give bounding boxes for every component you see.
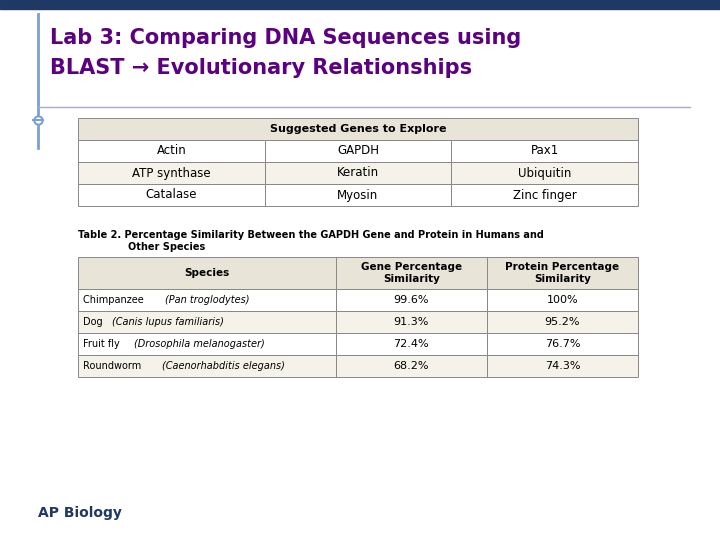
Text: BLAST → Evolutionary Relationships: BLAST → Evolutionary Relationships (50, 58, 472, 78)
Text: Roundworm: Roundworm (83, 361, 145, 371)
Text: 68.2%: 68.2% (393, 361, 429, 371)
Bar (487, 289, 638, 311)
Text: GAPDH: GAPDH (337, 145, 379, 158)
Bar (336, 333, 487, 355)
Text: (Canis lupus familiaris): (Canis lupus familiaris) (112, 317, 224, 327)
Text: Zinc finger: Zinc finger (513, 188, 577, 201)
Text: Fruit fly: Fruit fly (83, 339, 123, 349)
Bar (78, 311, 336, 333)
Text: 72.4%: 72.4% (393, 339, 429, 349)
Bar (336, 289, 487, 311)
Text: 99.6%: 99.6% (393, 295, 429, 305)
Text: 74.3%: 74.3% (544, 361, 580, 371)
Text: Suggested Genes to Explore: Suggested Genes to Explore (270, 124, 446, 134)
Text: Catalase: Catalase (145, 188, 197, 201)
Text: Protein Percentage
Similarity: Protein Percentage Similarity (505, 262, 619, 284)
Text: (Pan troglodytes): (Pan troglodytes) (166, 295, 250, 305)
Bar (451, 184, 638, 206)
Bar (487, 333, 638, 355)
Text: Table 2. Percentage Similarity Between the GAPDH Gene and Protein in Humans and: Table 2. Percentage Similarity Between t… (78, 230, 544, 240)
Bar (265, 162, 451, 184)
Bar (0, 0, 720, 9)
Text: (Drosophila melanogaster): (Drosophila melanogaster) (135, 339, 265, 349)
Bar (78, 355, 336, 377)
Text: Species: Species (184, 268, 230, 278)
Text: Ubiquitin: Ubiquitin (518, 166, 572, 179)
Bar (336, 257, 487, 289)
Text: 95.2%: 95.2% (544, 317, 580, 327)
Text: 100%: 100% (546, 295, 578, 305)
Bar (78, 118, 638, 140)
Bar (487, 355, 638, 377)
Bar (78, 333, 336, 355)
Text: AP Biology: AP Biology (38, 506, 122, 520)
Text: ATP synthase: ATP synthase (132, 166, 211, 179)
Bar (487, 257, 638, 289)
Bar (336, 355, 487, 377)
Bar (78, 140, 265, 162)
Bar (78, 257, 336, 289)
Bar (78, 184, 265, 206)
Text: 76.7%: 76.7% (544, 339, 580, 349)
Text: (Caenorhabditis elegans): (Caenorhabditis elegans) (162, 361, 285, 371)
Text: Pax1: Pax1 (531, 145, 559, 158)
Bar (336, 311, 487, 333)
Text: Lab 3: Comparing DNA Sequences using: Lab 3: Comparing DNA Sequences using (50, 28, 521, 48)
Text: Gene Percentage
Similarity: Gene Percentage Similarity (361, 262, 462, 284)
Text: Myosin: Myosin (338, 188, 379, 201)
Bar (451, 162, 638, 184)
Bar (78, 289, 336, 311)
Bar (265, 140, 451, 162)
Text: Actin: Actin (156, 145, 186, 158)
Text: Keratin: Keratin (337, 166, 379, 179)
Bar (487, 311, 638, 333)
Text: Other Species: Other Species (128, 242, 205, 252)
Text: Chimpanzee: Chimpanzee (83, 295, 147, 305)
Text: Dog: Dog (83, 317, 106, 327)
Bar (265, 184, 451, 206)
Bar (451, 140, 638, 162)
Bar (78, 162, 265, 184)
Text: 91.3%: 91.3% (394, 317, 429, 327)
